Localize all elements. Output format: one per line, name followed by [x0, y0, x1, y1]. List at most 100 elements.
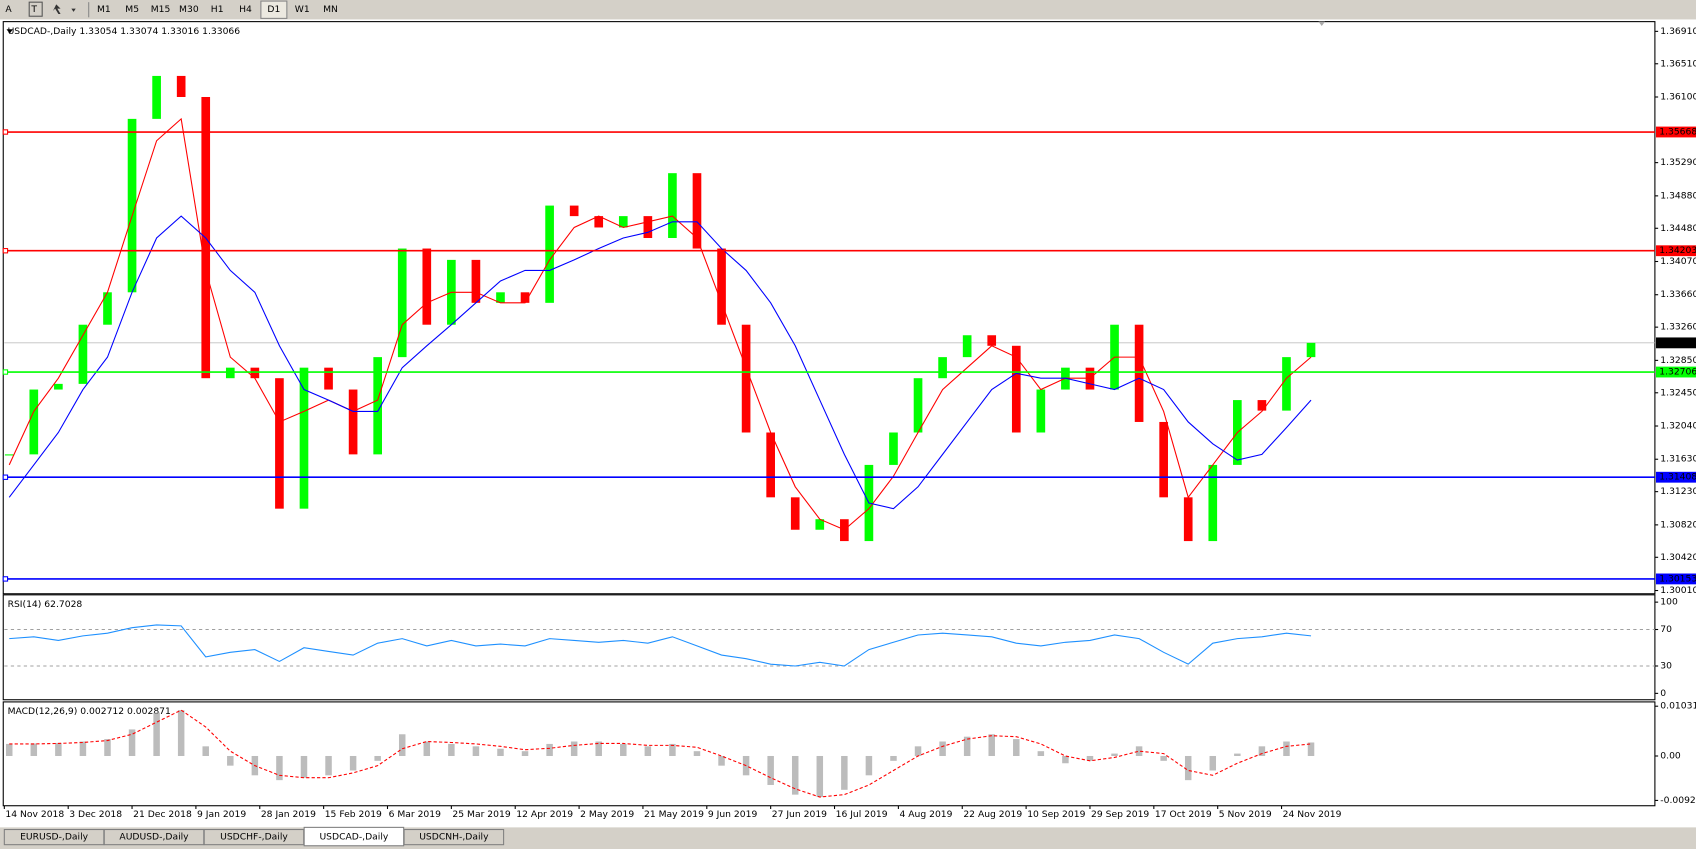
macd-bar: [521, 751, 529, 756]
y-tick-label: 1.35290: [1660, 157, 1696, 168]
candle: [471, 259, 481, 303]
macd-panel: [2, 701, 1656, 807]
timeframe-button[interactable]: M1: [97, 4, 111, 15]
x-tick-label: 21 May 2019: [644, 809, 704, 820]
candle: [618, 216, 628, 228]
candle: [741, 324, 751, 433]
macd-bar: [5, 743, 13, 756]
x-tick-label: 29 Sep 2019: [1091, 809, 1149, 820]
level-label-box: [1655, 126, 1696, 138]
chart-title: USDCAD-,Daily 1.33054 1.33074 1.33016 1.…: [8, 26, 241, 37]
tab-label[interactable]: USDCNH-,Daily: [419, 832, 489, 843]
y-tick-label: 100: [1660, 597, 1678, 608]
y-tick-label: 1.36910: [1660, 26, 1696, 37]
candle: [1306, 342, 1316, 358]
timeframe-button[interactable]: M5: [125, 4, 139, 15]
timeframe-active[interactable]: [260, 0, 288, 19]
y-tick-label: 1.31630: [1660, 454, 1696, 465]
moving-average: [8, 117, 1312, 531]
candle: [127, 118, 137, 293]
candle: [250, 367, 260, 379]
macd-bar: [816, 755, 824, 798]
macd-bar: [349, 755, 357, 771]
level-marker: [2, 576, 9, 582]
timeframe-button[interactable]: W1: [295, 4, 310, 15]
x-tick-label: 10 Sep 2019: [1027, 809, 1085, 820]
collapse-icon[interactable]: [6, 29, 13, 34]
y-tick-label: 1.32850: [1660, 355, 1696, 366]
candle: [29, 389, 39, 455]
level-marker: [2, 248, 9, 254]
timeframe-button[interactable]: H4: [239, 4, 252, 15]
tab[interactable]: [403, 828, 505, 846]
chart-area: [0, 19, 1696, 828]
candle: [987, 335, 997, 346]
level-label: 1.34203: [1659, 245, 1696, 256]
x-tick-label: 9 Jun 2019: [708, 809, 758, 820]
macd-bar: [1013, 739, 1020, 756]
tool-button[interactable]: A: [5, 4, 12, 15]
macd-bar: [1111, 753, 1118, 756]
level-label: 1.35668: [1659, 127, 1696, 138]
macd-bar: [841, 755, 848, 790]
candle: [496, 292, 505, 303]
tab-label[interactable]: USDCAD-,Daily: [319, 832, 388, 843]
macd-title: MACD(12,26,9) 0.002712 0.002871: [8, 706, 171, 717]
moving-average: [8, 215, 1312, 510]
x-tick-label: 3 Dec 2018: [69, 809, 122, 820]
macd-bar: [1209, 755, 1217, 771]
macd-bar: [472, 746, 480, 756]
rsi-title: RSI(14) 62.7028: [8, 599, 83, 610]
x-tick-label: 15 Feb 2019: [325, 809, 382, 820]
macd-bar: [423, 741, 431, 756]
timeframe-button[interactable]: M30: [179, 4, 199, 15]
candle: [692, 173, 702, 249]
y-tick-label: 1.32040: [1660, 421, 1696, 432]
candle: [1208, 464, 1218, 542]
macd-bar: [914, 746, 922, 756]
macd-bar: [620, 743, 627, 756]
macd-bar: [497, 748, 504, 756]
level-label-box: [1655, 245, 1696, 257]
rsi-line: [9, 624, 1312, 667]
macd-bar: [1037, 751, 1045, 756]
macd-bar: [1062, 755, 1069, 764]
timeframe-button[interactable]: D1: [267, 4, 280, 15]
candle: [1159, 421, 1168, 498]
y-tick-label: 1.34880: [1660, 190, 1696, 201]
tab-label[interactable]: EURUSD-,Daily: [20, 832, 89, 843]
candle: [913, 378, 923, 433]
macd-signal: [9, 709, 1312, 798]
candle: [103, 292, 112, 325]
tab-label[interactable]: USDCHF-,Daily: [220, 832, 288, 843]
candle: [520, 292, 530, 303]
timeframe-button[interactable]: M15: [151, 4, 171, 15]
macd-bar: [669, 743, 676, 756]
x-tick-label: 14 Nov 2018: [5, 809, 64, 820]
timeframe-button[interactable]: MN: [323, 4, 338, 15]
y-tick-label: 1.34070: [1660, 256, 1696, 267]
macd-bar: [79, 741, 87, 756]
y-tick-label: 0: [1660, 688, 1666, 699]
dropdown-arrow[interactable]: [71, 8, 76, 12]
macd-bar: [865, 755, 873, 776]
macd-bar: [693, 751, 701, 756]
tab-label[interactable]: AUDUSD-,Daily: [119, 832, 189, 843]
level-marker: [2, 474, 9, 480]
x-tick-label: 12 Apr 2019: [516, 809, 573, 820]
candle: [889, 432, 898, 465]
timeframe-button[interactable]: H1: [211, 4, 224, 15]
tool-frame[interactable]: [28, 1, 43, 17]
macd-bar: [227, 755, 234, 766]
macd-bar: [718, 755, 725, 766]
macd-bar: [939, 741, 946, 756]
candle: [373, 357, 382, 455]
candle: [1134, 324, 1144, 422]
macd-bar: [177, 710, 185, 756]
shift-marker: [1318, 21, 1325, 26]
x-tick-label: 28 Jan 2019: [261, 809, 316, 820]
tool-button[interactable]: T: [30, 4, 37, 15]
x-tick-label: 4 Aug 2019: [899, 809, 952, 820]
